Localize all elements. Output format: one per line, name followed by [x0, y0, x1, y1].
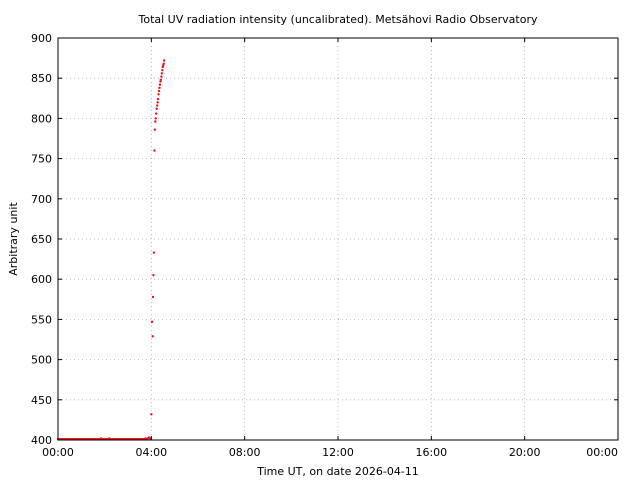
data-point [160, 72, 164, 75]
axis-ticks [57, 37, 619, 441]
data-point [155, 104, 159, 107]
y-tick-label: 800 [31, 112, 52, 125]
data-point [153, 128, 157, 131]
data-point [155, 112, 158, 115]
data-point [151, 335, 154, 338]
data-point [158, 83, 162, 86]
gridlines [58, 38, 618, 440]
data-point [150, 320, 154, 324]
data-point [154, 117, 157, 120]
data-point [160, 75, 163, 78]
data-point [148, 437, 152, 440]
x-tick-label: 08:00 [229, 446, 261, 459]
data-point [162, 59, 166, 62]
y-tick-label: 750 [31, 153, 52, 166]
y-axis-label: Arbitrary unit [7, 202, 20, 276]
tick-labels: 400 450 500 550 600 650 700 750 800 850 900 00:00 04… [31, 32, 618, 459]
y-tick-label: 650 [31, 233, 52, 246]
x-tick-label: 20:00 [509, 446, 541, 459]
data-point [151, 295, 155, 299]
y-tick-label: 600 [31, 273, 52, 286]
data-point [153, 149, 156, 152]
x-axis-label: Time UT, on date 2026-04-11 [256, 465, 419, 478]
data-point [152, 251, 156, 254]
x-tick-label: 16:00 [415, 446, 447, 459]
data-point [159, 78, 163, 82]
y-tick-label: 550 [31, 313, 52, 326]
data-points [56, 59, 166, 441]
x-tick-label: 12:00 [322, 446, 354, 459]
data-point [150, 413, 153, 416]
x-tick-label: 04:00 [135, 446, 167, 459]
chart-title: Total UV radiation intensity (uncalibrat… [138, 13, 538, 26]
y-tick-label: 900 [31, 32, 52, 45]
x-tick-label: 00:00 [586, 446, 618, 459]
data-point [156, 97, 160, 101]
data-point [156, 101, 159, 104]
y-tick-label: 700 [31, 193, 52, 206]
data-point [152, 273, 155, 277]
data-point [154, 120, 157, 123]
data-point [158, 86, 161, 90]
y-tick-label: 400 [31, 434, 52, 447]
y-tick-label: 450 [31, 394, 52, 407]
data-point [157, 93, 160, 96]
data-point [162, 62, 165, 65]
data-point [157, 89, 161, 93]
data-point [155, 107, 158, 110]
y-tick-label: 500 [31, 354, 52, 367]
data-point [161, 68, 164, 72]
x-tick-label: 00:00 [42, 446, 74, 459]
y-tick-label: 850 [31, 72, 52, 85]
